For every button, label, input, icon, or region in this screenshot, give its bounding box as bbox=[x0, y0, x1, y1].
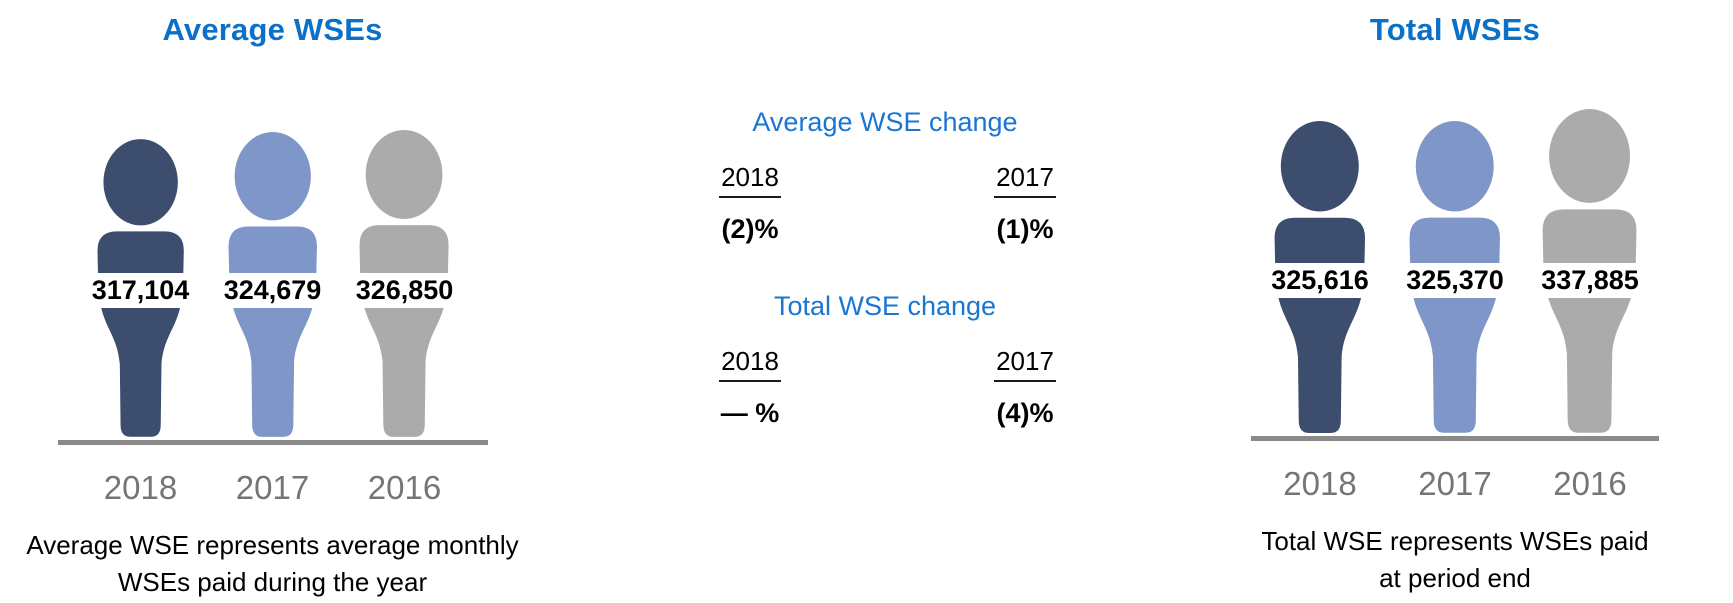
average-wses-caption: Average WSE represents average monthly W… bbox=[0, 527, 545, 601]
change-years-row: 2018 2017 bbox=[620, 346, 1100, 382]
figure-value: 325,616 bbox=[1266, 263, 1374, 298]
person-figure-2016: 326,850 bbox=[350, 130, 459, 440]
avg-change-2017-value: (1)% bbox=[996, 214, 1054, 244]
total-wses-title: Total WSEs bbox=[1369, 12, 1541, 47]
total-wses-caption: Total WSE represents WSEs paid at period… bbox=[1177, 523, 1733, 597]
avg-change-2018-value: (2)% bbox=[721, 214, 779, 244]
change-year-2018: 2018 bbox=[719, 162, 781, 198]
person-figure-2017: 324,679 bbox=[218, 130, 327, 440]
change-year-2018: 2018 bbox=[719, 346, 781, 382]
years-row: 2018 2017 2016 bbox=[0, 469, 545, 507]
caption-line: at period end bbox=[1379, 563, 1531, 593]
figure-value: 325,370 bbox=[1401, 263, 1509, 298]
year-label: 2018 bbox=[103, 469, 178, 506]
year-label: 2016 bbox=[1553, 465, 1627, 502]
year-label: 2017 bbox=[1418, 465, 1492, 502]
year-label: 2018 bbox=[1283, 465, 1357, 502]
change-values-row: — % (4)% bbox=[620, 398, 1100, 429]
total-change-2017-value: (4)% bbox=[996, 398, 1054, 428]
baseline bbox=[1251, 436, 1659, 441]
total-wses-panel: Total WSEs 325,616 325,370 337,885 20 bbox=[1177, 0, 1733, 597]
figure-value: 324,679 bbox=[218, 273, 327, 308]
baseline bbox=[57, 440, 488, 445]
average-wse-change-title: Average WSE change bbox=[752, 107, 1018, 137]
total-wses-figures: 325,616 325,370 337,885 bbox=[1177, 109, 1733, 436]
years-row: 2018 2017 2016 bbox=[1177, 465, 1733, 503]
total-wse-change-block: Total WSE change 2018 2017 — % (4)% bbox=[620, 291, 1100, 429]
average-wses-panel: Average WSEs 317,104 324,679 326,850 bbox=[0, 0, 545, 601]
figure-value: 317,104 bbox=[86, 273, 195, 308]
caption-line: WSEs paid during the year bbox=[117, 567, 428, 597]
change-year-2017: 2017 bbox=[994, 162, 1056, 198]
figure-value: 337,885 bbox=[1536, 263, 1644, 298]
caption-line: Total WSE represents WSEs paid bbox=[1261, 526, 1649, 556]
year-label: 2016 bbox=[367, 469, 442, 506]
caption-line: Average WSE represents average monthly bbox=[26, 530, 519, 560]
average-wse-change-block: Average WSE change 2018 2017 (2)% (1)% bbox=[620, 107, 1100, 245]
figure-value: 326,850 bbox=[350, 273, 459, 308]
year-label: 2017 bbox=[235, 469, 310, 506]
change-years-row: 2018 2017 bbox=[620, 162, 1100, 198]
total-change-2018-value: — % bbox=[720, 398, 780, 428]
person-figure-2017: 325,370 bbox=[1401, 109, 1509, 436]
change-stats-panel: Average WSE change 2018 2017 (2)% (1)% T… bbox=[620, 95, 1100, 429]
change-values-row: (2)% (1)% bbox=[620, 214, 1100, 245]
change-year-2017: 2017 bbox=[994, 346, 1056, 382]
person-figure-2018: 325,616 bbox=[1266, 109, 1374, 436]
average-wses-title: Average WSEs bbox=[162, 12, 383, 47]
person-figure-2018: 317,104 bbox=[86, 130, 195, 440]
average-wses-figures: 317,104 324,679 326,850 bbox=[0, 130, 545, 440]
person-figure-2016: 337,885 bbox=[1536, 109, 1644, 436]
total-wse-change-title: Total WSE change bbox=[773, 291, 997, 321]
